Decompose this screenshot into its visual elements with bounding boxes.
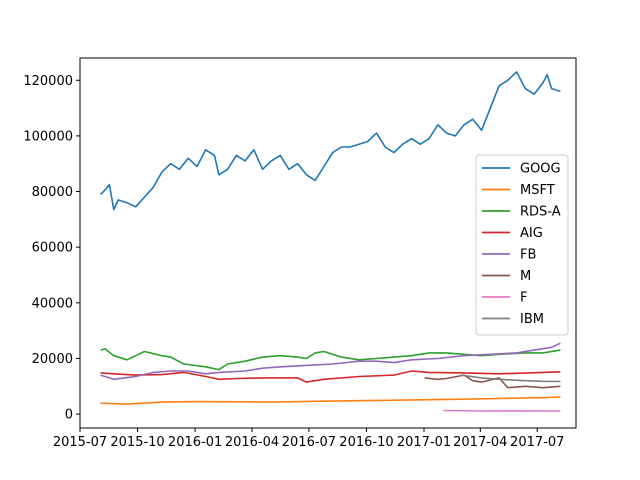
x-tick-label: 2017-07: [510, 435, 564, 450]
series-line-aig: [100, 370, 561, 383]
legend-label: FB: [520, 248, 536, 263]
y-tick-label: 100000: [23, 129, 73, 144]
legend-item-fb: FB: [482, 248, 536, 263]
y-axis: 0 20000 40000 60000 80000 100000 120000: [23, 74, 80, 423]
x-tick-label: 2016-07: [282, 435, 336, 450]
x-tick-label: 2015-10: [110, 435, 164, 450]
x-tick-label: 2017-04: [453, 435, 507, 450]
y-tick-label: 80000: [32, 185, 73, 200]
series-line-ibm: [460, 374, 561, 383]
x-tick-label: 2016-04: [225, 435, 279, 450]
legend-label: M: [520, 269, 531, 284]
series-line-m: [424, 374, 561, 389]
y-tick-label: 20000: [32, 352, 73, 367]
legend-item-goog: GOOG: [482, 162, 561, 177]
legend-item-aig: AIG: [482, 226, 543, 241]
plot-frame: [79, 57, 577, 429]
series-line-f: [443, 409, 561, 412]
legend-item-msft: MSFT: [482, 183, 555, 198]
series-layer: [100, 71, 561, 412]
series-line-goog: [100, 71, 561, 211]
x-tick-label: 2015-07: [53, 435, 107, 450]
legend: GOOG MSFT RDS-A AIG FB MF IBM: [475, 154, 569, 336]
y-tick-label: 120000: [23, 74, 73, 89]
legend-item-m: M: [482, 269, 531, 284]
y-tick-label: 60000: [32, 241, 73, 256]
legend-label: GOOG: [520, 162, 561, 177]
x-axis: 2015-07 2015-10 2016-01 2016-04 2016-07 2016-…: [53, 428, 564, 450]
series-line-rds-a: [100, 347, 561, 371]
legend-box: [475, 154, 569, 336]
y-tick-label: 40000: [32, 296, 73, 311]
legend-label: RDS-A: [520, 205, 561, 220]
series-line-msft: [100, 396, 561, 405]
legend-label: MSFT: [520, 183, 555, 198]
legend-item-ibm: IBM: [482, 312, 544, 327]
y-tick-label: 0: [65, 408, 73, 423]
legend-label: AIG: [520, 226, 543, 241]
legend-label: IBM: [520, 312, 544, 327]
legend-item-rds-a: RDS-A: [482, 205, 561, 220]
legend-label: F: [520, 291, 527, 306]
x-tick-label: 2017-01: [397, 435, 451, 450]
x-tick-label: 2016-01: [168, 435, 222, 450]
legend-item-f: F: [482, 291, 527, 306]
series-line-fb: [100, 342, 561, 381]
x-tick-label: 2016-10: [339, 435, 393, 450]
